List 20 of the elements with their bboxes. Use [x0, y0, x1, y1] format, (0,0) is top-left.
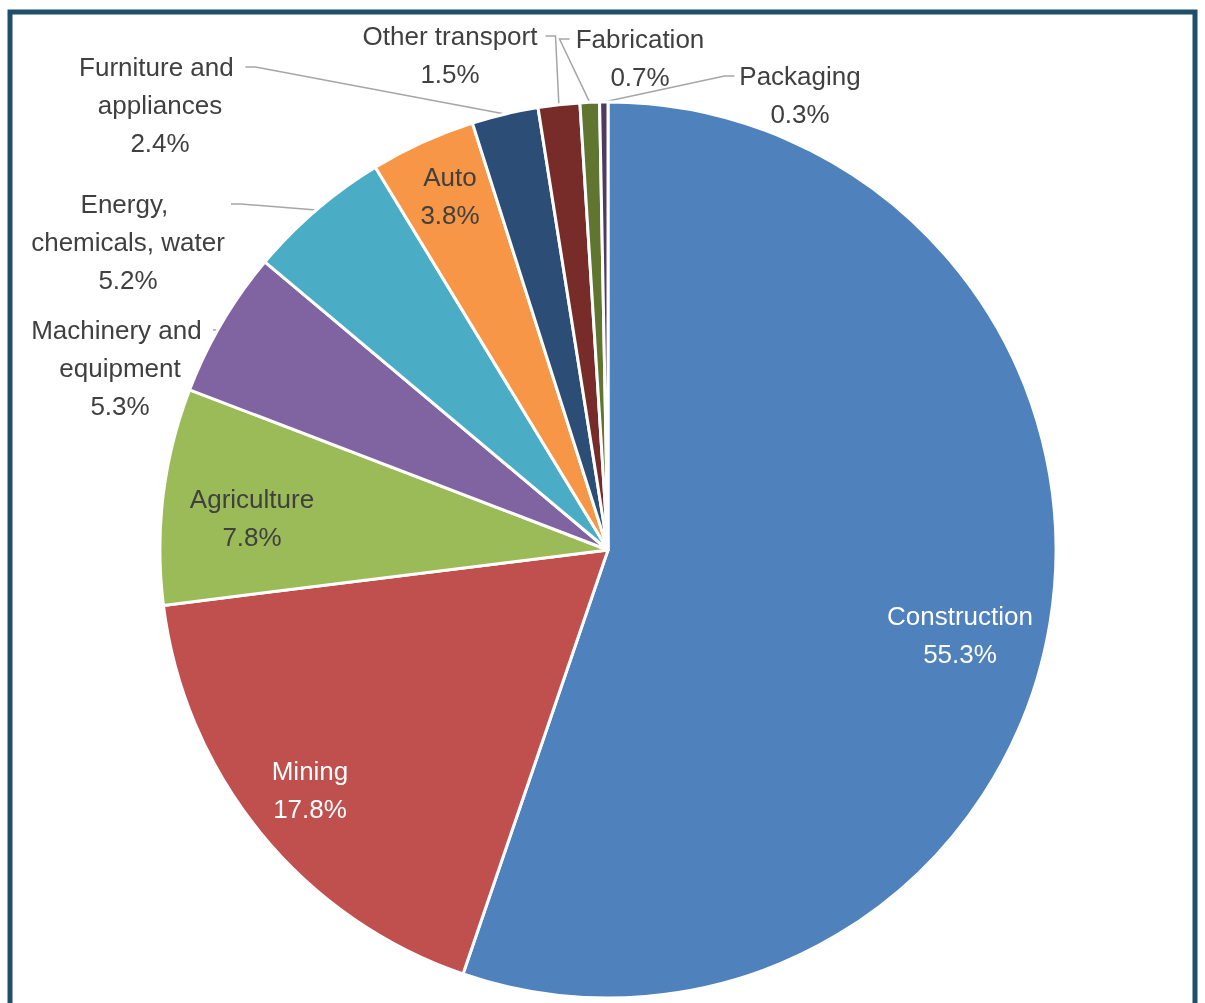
slice-label: Fabrication — [575, 24, 705, 54]
data-label: 5.2% — [98, 265, 158, 295]
slice-label: Furniture and appliances — [79, 52, 241, 120]
data-label: 0.3% — [770, 99, 830, 129]
slice-label: Construction — [887, 601, 1033, 631]
data-label: 3.8% — [420, 200, 480, 230]
slice-label: Energy, chemicals, water — [31, 189, 226, 257]
slice-label: Auto — [423, 162, 477, 192]
data-label: 0.7% — [610, 62, 670, 92]
data-label: 1.5% — [420, 59, 480, 89]
data-label: 7.8% — [222, 522, 282, 552]
slice-label: Other transport — [362, 21, 539, 51]
slice-label: Agriculture — [189, 484, 315, 514]
slice-label: Packaging — [739, 61, 861, 91]
slice-label: Machinery and equipment — [31, 315, 209, 383]
data-label: 5.3% — [90, 391, 150, 421]
data-label: 2.4% — [130, 128, 190, 158]
slice-label: Mining — [271, 756, 349, 786]
data-label: 17.8% — [273, 794, 347, 824]
data-label: 55.3% — [923, 639, 997, 669]
